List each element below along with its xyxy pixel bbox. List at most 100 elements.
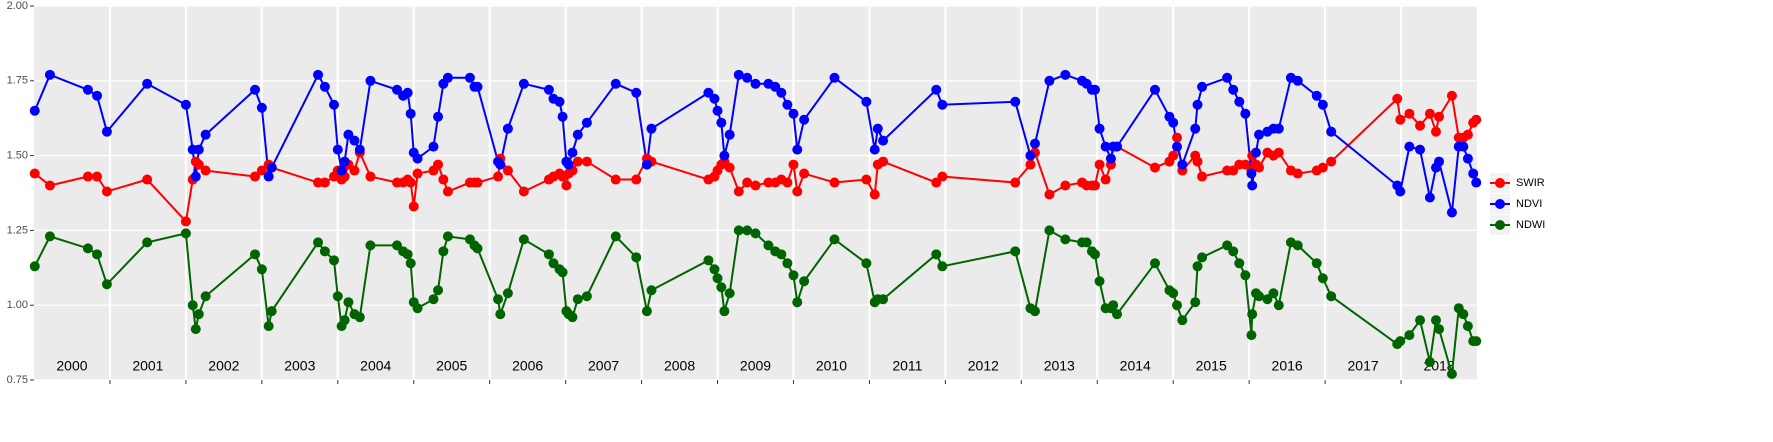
data-point [1292,75,1303,86]
data-point [438,174,449,185]
data-point [712,105,723,116]
data-point [829,234,840,245]
data-point [799,276,810,287]
data-point [354,144,365,155]
legend-marker [1495,199,1505,209]
data-point [1094,123,1105,134]
data-point [1010,177,1021,188]
data-point [610,174,621,185]
data-point [502,288,513,299]
data-point [1254,129,1265,140]
data-point [1317,99,1328,110]
year-label: 2016 [1272,358,1303,374]
data-point [1108,300,1119,311]
data-point [937,171,948,182]
year-label: 2011 [892,358,922,374]
data-point [433,111,444,122]
data-point [101,126,112,137]
data-point [1192,261,1203,272]
data-point [408,201,419,212]
data-point [1434,156,1445,167]
data-point [442,72,453,83]
data-point [412,153,423,164]
data-point [29,105,40,116]
data-point [412,168,423,179]
data-point [1025,150,1036,161]
data-point [572,156,583,167]
data-point [319,246,330,257]
data-point [1010,96,1021,107]
year-label: 2006 [512,358,543,374]
data-point [1458,141,1469,152]
year-label: 2003 [284,358,315,374]
data-point [1273,123,1284,134]
data-point [250,171,261,182]
legend-label: NDWI [1516,219,1545,231]
data-point [464,72,475,83]
data-point [631,174,642,185]
y-tick-label: 1.75 [7,75,28,87]
data-point [256,264,267,275]
data-point [1149,258,1160,269]
data-point [878,156,889,167]
data-point [646,123,657,134]
data-point [742,225,753,236]
data-point [1240,108,1251,119]
data-point [1222,72,1233,83]
data-point [543,249,554,260]
data-point [931,249,942,260]
data-point [1462,153,1473,164]
data-point [750,228,761,239]
data-point [313,69,324,80]
data-point [365,75,376,86]
data-point [1246,330,1257,341]
data-point [518,234,529,245]
data-point [557,111,568,122]
data-point [193,144,204,155]
data-point [405,108,416,119]
data-point [1415,315,1426,326]
data-point [142,174,153,185]
data-point [313,177,324,188]
data-point [1100,174,1111,185]
data-point [1089,180,1100,191]
data-point [878,294,889,305]
data-point [1149,162,1160,173]
data-point [44,69,55,80]
data-point [349,165,360,176]
data-point [1404,141,1415,152]
data-point [493,171,504,182]
data-point [442,231,453,242]
data-point [750,78,761,89]
data-point [1197,252,1208,263]
data-point [733,186,744,197]
data-point [319,81,330,92]
data-point [92,249,103,260]
data-point [365,171,376,182]
data-point [610,78,621,89]
data-point [1424,357,1435,368]
data-point [354,312,365,323]
data-point [1446,90,1457,101]
year-label: 2004 [360,358,391,374]
data-point [1025,159,1036,170]
data-point [788,108,799,119]
data-point [433,285,444,296]
data-point [44,231,55,242]
data-point [792,186,803,197]
data-point [1228,246,1239,257]
data-point [1247,180,1258,191]
y-tick-label: 1.25 [7,224,28,236]
data-point [518,78,529,89]
year-label: 2015 [1196,358,1227,374]
data-point [1326,291,1337,302]
data-point [1089,84,1100,95]
data-point [829,177,840,188]
data-point [750,180,761,191]
data-point [1112,141,1123,152]
data-point [1010,246,1021,257]
data-point [200,291,211,302]
data-point [472,177,483,188]
data-point [1168,288,1179,299]
